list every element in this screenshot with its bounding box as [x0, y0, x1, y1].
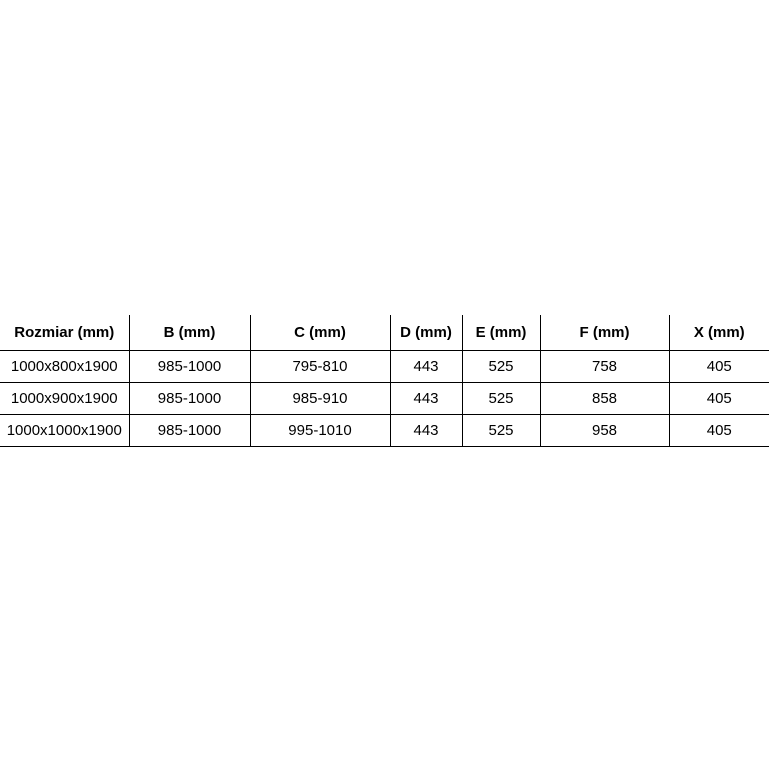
cell-f: 958	[539, 414, 669, 447]
column-header-c: C (mm)	[249, 315, 390, 351]
column-header-rozmiar: Rozmiar (mm)	[0, 315, 129, 351]
cell-e: 525	[461, 382, 540, 415]
cell-b: 985-1000	[128, 350, 250, 383]
column-header-e: E (mm)	[461, 315, 540, 351]
column-header-f: F (mm)	[539, 315, 669, 351]
cell-x: 405	[668, 382, 769, 415]
cell-d: 443	[389, 382, 462, 415]
cell-e: 525	[461, 350, 540, 383]
cell-e: 525	[461, 414, 540, 447]
cell-c: 995-1010	[249, 414, 390, 447]
column-header-x: X (mm)	[668, 315, 769, 351]
cell-f: 758	[539, 350, 669, 383]
cell-c: 985-910	[249, 382, 390, 415]
column-header-b: B (mm)	[128, 315, 250, 351]
cell-x: 405	[668, 414, 769, 447]
table-row: 1000x1000x1900 985-1000 995-1010 443 525…	[0, 414, 769, 447]
cell-b: 985-1000	[128, 382, 250, 415]
table-row: 1000x800x1900 985-1000 795-810 443 525 7…	[0, 350, 769, 383]
column-header-d: D (mm)	[389, 315, 462, 351]
cell-rozmiar: 1000x900x1900	[0, 382, 129, 415]
dimensions-table: Rozmiar (mm) B (mm) C (mm) D (mm) E (mm)…	[0, 315, 769, 447]
cell-f: 858	[539, 382, 669, 415]
cell-x: 405	[668, 350, 769, 383]
cell-d: 443	[389, 414, 462, 447]
cell-b: 985-1000	[128, 414, 250, 447]
cell-rozmiar: 1000x1000x1900	[0, 414, 129, 447]
cell-c: 795-810	[249, 350, 390, 383]
cell-d: 443	[389, 350, 462, 383]
cell-rozmiar: 1000x800x1900	[0, 350, 129, 383]
header-row: Rozmiar (mm) B (mm) C (mm) D (mm) E (mm)…	[0, 315, 769, 351]
table-row: 1000x900x1900 985-1000 985-910 443 525 8…	[0, 382, 769, 415]
